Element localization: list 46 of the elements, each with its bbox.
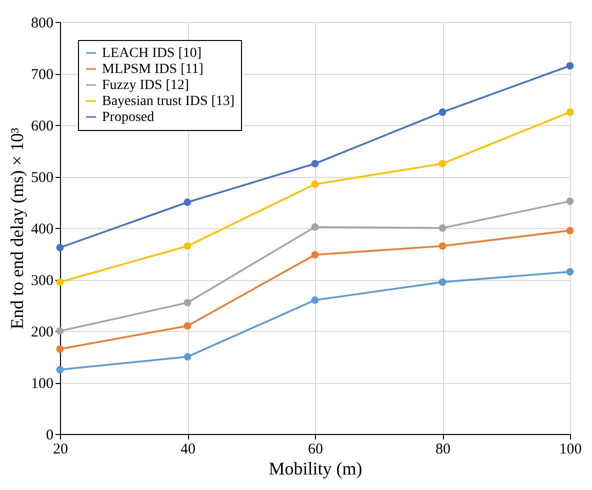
y-tick-label: 300 xyxy=(31,273,54,289)
y-tick-label: 0 xyxy=(46,428,54,444)
point xyxy=(56,327,64,335)
y-tick-label: 800 xyxy=(31,16,54,32)
x-tick-label: 80 xyxy=(436,442,450,458)
y-tick-label: 100 xyxy=(31,376,54,392)
point xyxy=(184,298,192,306)
point xyxy=(56,244,64,252)
point xyxy=(566,198,574,205)
point xyxy=(184,242,192,250)
x-tick-label: 60 xyxy=(308,442,323,458)
point xyxy=(184,322,192,330)
point xyxy=(438,278,446,286)
y-axis-title: End to end delay (ms) × 10³ xyxy=(7,127,27,330)
point xyxy=(566,108,574,116)
point xyxy=(311,160,319,168)
point xyxy=(56,278,64,286)
point xyxy=(311,223,319,231)
legend-label: LEACH IDS [10] xyxy=(102,46,202,61)
legend-label: Bayesian trust IDS [13] xyxy=(102,94,235,109)
legend-label: Proposed xyxy=(102,110,154,125)
y-tick-label: 400 xyxy=(31,222,54,238)
x-axis-title: Mobility (m) xyxy=(268,458,362,478)
y-tick-label: 500 xyxy=(31,170,54,186)
y-tick-label: 700 xyxy=(31,67,54,83)
point xyxy=(438,242,446,250)
point xyxy=(566,62,574,70)
point xyxy=(311,180,319,188)
point xyxy=(311,251,319,258)
x-tick-label: 40 xyxy=(180,442,196,458)
point xyxy=(56,345,64,353)
point xyxy=(184,353,192,360)
point xyxy=(438,160,446,168)
point xyxy=(566,268,574,276)
point xyxy=(566,226,574,234)
point xyxy=(311,296,319,304)
legend-label: Fuzzy IDS [12] xyxy=(102,78,190,93)
y-tick-label: 200 xyxy=(31,324,54,340)
x-tick-label: 20 xyxy=(53,442,68,458)
legend-label: MLPSM IDS [11] xyxy=(102,62,204,77)
point xyxy=(184,198,192,206)
point xyxy=(438,108,446,116)
point xyxy=(438,224,446,232)
point xyxy=(56,366,64,374)
x-tick-label: 100 xyxy=(559,442,582,458)
y-tick-label: 600 xyxy=(31,118,54,134)
